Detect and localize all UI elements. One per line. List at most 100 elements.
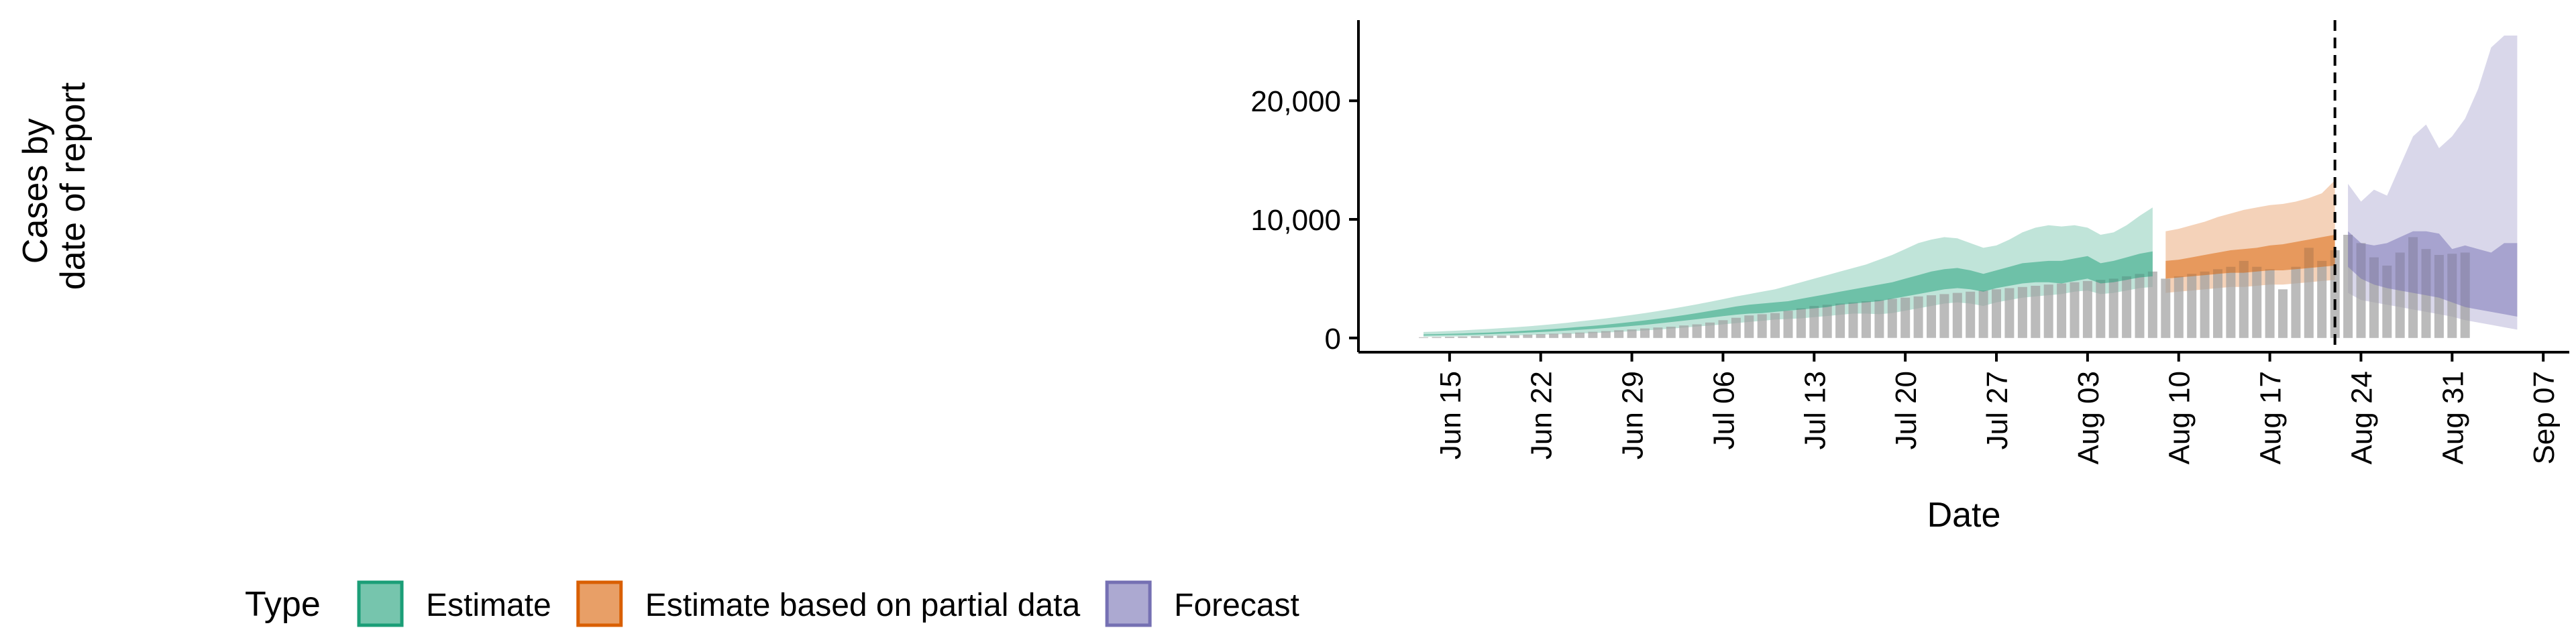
y-axis-ticks: 0 10,000 20,000: [1250, 85, 1358, 356]
x-tick-label: Jul 13: [1799, 371, 1831, 449]
reported-cases-bar: [1887, 299, 1897, 338]
legend-item: Forecast: [1105, 580, 1299, 627]
reported-cases-bar: [1444, 337, 1454, 338]
reported-cases-bar: [1588, 331, 1598, 338]
reported-cases-bar: [1458, 336, 1468, 338]
series-0-inner-band: [1424, 251, 2153, 336]
reported-cases-bar: [1419, 337, 1429, 338]
reported-cases-bar: [1952, 292, 1962, 338]
reported-cases-bar: [1861, 301, 1871, 338]
reported-cases-bar: [1966, 291, 1976, 338]
legend-swatch: [1105, 580, 1152, 627]
axes: Jun 15 Jun 22 Jun 29 Jul 06 Jul 13 Jul 20 Jul …: [16, 20, 2569, 535]
reported-cases-bar: [1601, 331, 1611, 338]
reported-cases-bar: [2017, 286, 2027, 338]
x-tick-label: Jul 20: [1890, 371, 1923, 449]
reported-cases-bar: [1848, 302, 1858, 338]
reported-cases-bar: [2147, 271, 2157, 338]
x-tick-label: Aug 17: [2255, 371, 2288, 464]
reported-cases-bar: [2304, 248, 2314, 338]
reported-cases-bar: [2291, 266, 2301, 338]
reported-cases-bar: [1627, 329, 1637, 338]
y-tick-label: 20,000: [1250, 85, 1341, 118]
reported-cases-bar: [1939, 294, 1949, 338]
y-axis-title: Cases by date of report: [16, 82, 93, 290]
reported-cases-bar: [1575, 332, 1585, 338]
x-tick-label: Aug 31: [2436, 371, 2469, 464]
reported-cases-bar: [2278, 289, 2288, 338]
reported-cases-bar: [1744, 315, 1754, 338]
reported-cases-bar: [1666, 327, 1676, 338]
reported-cases-bar: [1523, 334, 1533, 338]
x-tick-label: Jul 06: [1707, 371, 1740, 449]
reported-cases-bar: [1718, 320, 1728, 338]
y-axis-title-line-2: date of report: [54, 82, 93, 290]
reported-cases-bar: [1692, 324, 1702, 338]
reported-cases-bar: [2265, 269, 2275, 338]
legend-item: Estimate based on partial data: [576, 580, 1081, 627]
legend-item: Estimate: [357, 580, 551, 627]
series-2-inner-band: [2348, 231, 2518, 317]
x-axis-title: Date: [1927, 496, 2001, 535]
reported-cases-bar: [1549, 333, 1559, 338]
reported-cases-bar: [1484, 335, 1494, 338]
legend-items: Estimate Estimate based on partial data Fo…: [357, 580, 1299, 627]
reported-cases-bar: [2043, 284, 2053, 338]
y-tick-label: 0: [1325, 323, 1341, 356]
reported-cases-bar: [1796, 308, 1806, 338]
reported-cases-bar: [1978, 290, 1988, 338]
x-tick-label: Aug 24: [2346, 371, 2379, 464]
reported-cases-bar: [2122, 276, 2132, 338]
x-tick-label: Aug 10: [2163, 371, 2196, 464]
reported-cases-bar: [2252, 266, 2262, 338]
legend-swatch: [357, 580, 404, 627]
reported-cases-bar: [1640, 328, 1650, 338]
reported-cases-bar: [1874, 300, 1884, 338]
reported-cases-bar: [1913, 296, 1923, 338]
reported-cases-bar: [2187, 274, 2197, 338]
reported-cases-bar: [2161, 278, 2171, 338]
x-tick-label: Jun 29: [1617, 371, 1650, 460]
reported-cases-bar: [2082, 280, 2092, 338]
reported-cases-bar: [2057, 283, 2067, 338]
x-tick-label: Aug 03: [2072, 371, 2105, 464]
reported-cases-bar: [2108, 278, 2118, 338]
y-axis-title-line-1: Cases by: [16, 118, 55, 264]
reported-cases-bar: [2174, 276, 2184, 338]
reported-cases-bar: [2135, 274, 2145, 338]
reported-cases-bar: [2317, 260, 2327, 338]
legend-label: Forecast: [1174, 588, 1299, 623]
reported-cases-bar: [1927, 295, 1936, 338]
x-tick-label: Jun 22: [1525, 371, 1558, 460]
series-1-inner-band: [2165, 235, 2335, 279]
reported-cases-bar: [2070, 282, 2080, 338]
legend-title: Type: [245, 585, 321, 624]
reported-cases-bar: [1705, 322, 1715, 338]
reported-cases-bar: [1509, 335, 1519, 338]
legend: Type Estimate Estimate based on partial d…: [245, 580, 1299, 627]
x-axis-ticks: Jun 15 Jun 22 Jun 29 Jul 06 Jul 13 Jul 20 Jul …: [1434, 352, 2561, 464]
reported-cases-bar: [1992, 289, 2001, 338]
reported-cases-bar: [2239, 260, 2249, 338]
reported-cases-bar: [1835, 303, 1845, 338]
reported-cases-bar: [2200, 271, 2210, 338]
reported-cases-bar: [2004, 288, 2015, 338]
reported-cases-bar: [2096, 280, 2106, 338]
reported-cases-bar: [2031, 286, 2041, 338]
reported-cases-bar: [1562, 333, 1572, 338]
reported-cases-bar: [1822, 305, 1832, 338]
legend-label: Estimate based on partial data: [645, 588, 1081, 623]
x-tick-label: Sep 07: [2528, 371, 2561, 464]
reported-cases-bar: [1757, 314, 1767, 338]
x-tick-label: Jun 15: [1434, 371, 1467, 460]
legend-label: Estimate: [426, 588, 551, 623]
plot-area: [1419, 20, 2518, 352]
reported-cases-bar: [2213, 269, 2222, 338]
reported-cases-bar: [1470, 336, 1481, 338]
reported-cases-bar: [2330, 250, 2340, 338]
y-tick-label: 10,000: [1250, 204, 1341, 237]
reported-cases-bar: [1679, 325, 1689, 338]
reported-cases-bar: [2226, 266, 2236, 338]
reported-cases-bar: [1809, 306, 1819, 338]
